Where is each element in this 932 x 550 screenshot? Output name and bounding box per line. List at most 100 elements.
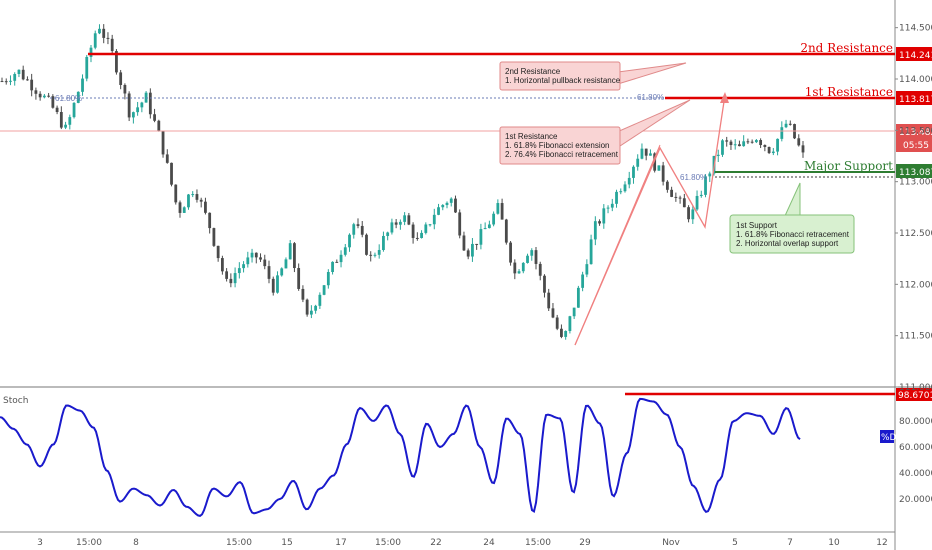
candle-body — [398, 221, 402, 225]
candle-body — [89, 47, 93, 57]
candle-body — [276, 275, 279, 293]
price-tick-label: 113.500 — [899, 126, 932, 136]
candle-body — [420, 232, 423, 239]
candle-body — [716, 154, 720, 156]
time-tick-label: 15:00 — [525, 538, 551, 548]
candle-body — [335, 261, 339, 263]
candle-body — [644, 148, 648, 156]
candle-body — [479, 229, 483, 245]
price-tick-label: 112.500 — [899, 229, 932, 239]
candle-body — [466, 250, 470, 257]
candle-body — [462, 235, 466, 251]
candle-body — [776, 138, 779, 152]
candle-body — [513, 262, 517, 274]
time-tick-label: 15:00 — [76, 538, 102, 548]
candle-body — [119, 72, 123, 85]
candle-body — [271, 278, 275, 293]
time-tick-label: 12 — [876, 538, 887, 548]
candle-body — [593, 221, 597, 240]
candle-body — [199, 199, 203, 202]
candle-body — [551, 308, 555, 318]
candle-body — [657, 165, 661, 171]
candle-body — [678, 197, 682, 199]
candle-body — [441, 205, 445, 208]
time-tick-label: 24 — [483, 538, 495, 548]
candle-body — [386, 232, 390, 236]
tag-stoch-d-text: %D — [881, 433, 897, 443]
candle-body — [695, 195, 699, 210]
candle-body — [59, 112, 63, 128]
price-tick-label: 114.500 — [899, 24, 932, 34]
candle-body — [305, 299, 309, 315]
candle-body — [55, 107, 59, 113]
tag-second-resistance — [896, 47, 932, 61]
candle-body — [297, 268, 301, 289]
candle-body — [754, 140, 758, 143]
candle-body — [136, 107, 140, 113]
candle-body — [555, 317, 559, 329]
candle-body — [598, 221, 601, 224]
candle-body — [216, 245, 220, 259]
tag-major-support — [896, 164, 932, 178]
candle-body — [68, 117, 72, 125]
tag-current-price — [896, 124, 932, 152]
candle-body — [191, 194, 195, 196]
candle-body — [564, 330, 568, 337]
candle-body — [492, 213, 496, 225]
candle-body — [280, 268, 284, 276]
note-first-line2: 2. 76.4% Fibonacci retracement — [505, 150, 619, 159]
stoch-title: Stoch — [3, 396, 28, 406]
candle-body — [670, 189, 674, 197]
candle-body — [195, 194, 199, 200]
candle-body — [560, 328, 563, 337]
candle-body — [403, 215, 407, 222]
tag-major-support-text: 113.087 — [899, 168, 932, 178]
time-tick-label: 15 — [281, 538, 292, 548]
candle-body — [708, 173, 712, 177]
candle-body — [424, 224, 428, 233]
candle-body — [437, 207, 440, 215]
stoch-tick-label: 60.0000 — [899, 443, 932, 453]
candle-body — [284, 259, 288, 269]
candle-body — [784, 123, 788, 128]
candle-body — [454, 198, 457, 213]
candle-body — [13, 74, 17, 81]
candle-body — [157, 120, 161, 132]
candle-body — [42, 95, 46, 98]
candle-body — [653, 153, 657, 171]
candle-body — [521, 262, 525, 272]
candle-body — [458, 212, 462, 236]
candle-body — [394, 222, 398, 225]
tag-stoch-level — [896, 388, 932, 401]
price-tick-label: 114.000 — [899, 75, 932, 85]
tag-second-resistance-text: 114.241 — [899, 51, 932, 61]
candle-body — [759, 140, 763, 146]
candle-body — [428, 224, 432, 226]
candle-body — [51, 96, 55, 108]
candle-body — [85, 56, 89, 79]
candle-body — [233, 273, 237, 284]
candle-body — [615, 191, 618, 204]
time-axis-ticks: 3 15:00 8 15:00 15 17 15:00 22 24 15:00 29 Nov 5 7 10 1… — [37, 538, 888, 548]
fib-leg-lower — [574, 144, 661, 346]
candle-body — [237, 268, 241, 274]
candle-body — [293, 243, 296, 269]
price-tick-label: 111.500 — [899, 332, 932, 342]
candle-body — [339, 254, 343, 263]
price-tick-label: 111.000 — [899, 383, 932, 393]
candle-body — [21, 69, 25, 80]
candle-body — [687, 207, 690, 220]
candle-body — [348, 234, 351, 248]
candle-body — [204, 201, 207, 213]
candle-body — [98, 28, 101, 34]
tag-current-price-text: 113.482 — [899, 128, 932, 138]
note-support-line2: 2. Horizontal overlap support — [736, 239, 839, 248]
candle-body — [34, 90, 38, 94]
candle-body — [76, 91, 80, 103]
note-first-support: 1st Support 1. 61.8% Fibonacci retraceme… — [729, 182, 855, 254]
candle-body — [538, 263, 542, 276]
candle-body — [301, 288, 305, 300]
candle-body — [432, 214, 436, 225]
candle-body — [110, 38, 114, 52]
candle-body — [725, 140, 729, 142]
